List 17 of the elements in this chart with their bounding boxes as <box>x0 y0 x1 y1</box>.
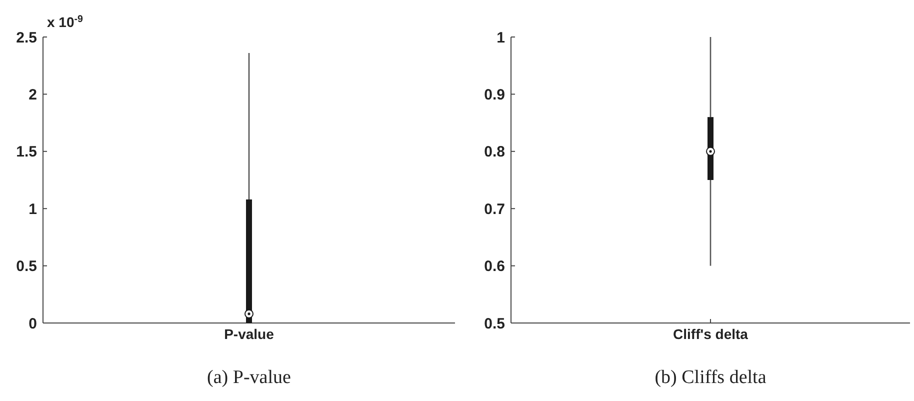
x-tick-label: P-value <box>224 326 274 342</box>
text: x 10$^{-9}$ <box>47 14 84 30</box>
y-tick-label: 0.6 <box>484 258 505 276</box>
y-tick-label: 0.7 <box>484 200 505 218</box>
text: (a) P-value <box>207 367 291 388</box>
y-tick-label: 0.8 <box>484 144 505 161</box>
text: (b) Cliffs delta <box>654 367 767 388</box>
y-tick-label: 2.5 <box>16 29 37 46</box>
y-tick-label: 1 <box>28 200 37 218</box>
y-tick-label: 0.5 <box>16 258 37 276</box>
y-tick-label: 0 <box>28 315 37 332</box>
y-tick-label: 2 <box>28 86 37 104</box>
y-tick-label: 1.5 <box>16 144 37 161</box>
y-tick-label: 0.9 <box>484 86 505 104</box>
y-tick-label: 0.5 <box>484 315 505 332</box>
x-tick-label: Cliff's delta <box>673 326 748 342</box>
y-tick-label: 1 <box>496 29 505 46</box>
